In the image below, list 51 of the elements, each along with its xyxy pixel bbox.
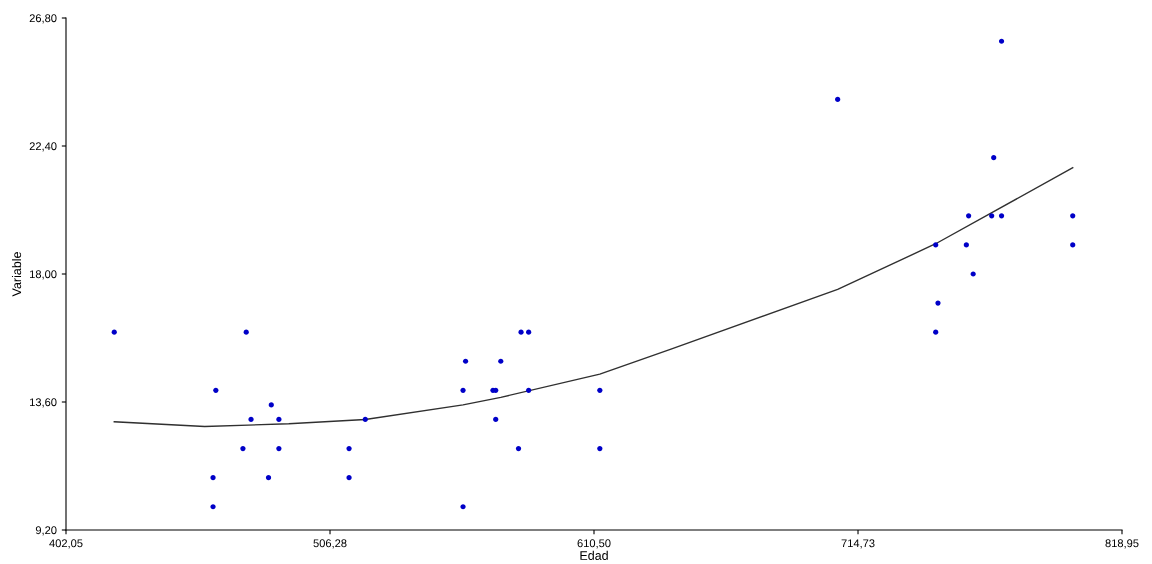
point — [933, 329, 939, 335]
y-tick-label: 13,60 — [30, 398, 57, 408]
point — [970, 271, 976, 277]
point — [515, 445, 522, 452]
line-series — [113, 167, 1074, 428]
point — [248, 416, 254, 423]
point — [1070, 213, 1076, 219]
point — [526, 329, 532, 335]
point — [493, 416, 499, 423]
point — [597, 445, 603, 452]
point — [989, 213, 995, 219]
x-tick-label: 610,50 — [577, 539, 611, 549]
point — [597, 387, 603, 393]
point — [243, 329, 249, 335]
point — [518, 329, 524, 335]
point — [1070, 242, 1076, 248]
point — [276, 445, 282, 452]
x-axis-title: Edad — [580, 550, 608, 560]
x-tick-label: 506,28 — [313, 539, 347, 549]
y-tick-label: 9,20 — [35, 526, 57, 536]
point — [210, 504, 216, 510]
point — [526, 387, 532, 393]
point — [460, 387, 466, 393]
x-tick-label: 714,73 — [841, 539, 875, 549]
point — [998, 38, 1005, 44]
point — [362, 416, 368, 423]
point — [966, 213, 972, 219]
point — [346, 475, 352, 481]
point — [111, 329, 117, 335]
point — [498, 358, 504, 364]
x-tick-label: 818,95 — [1105, 539, 1139, 549]
point — [835, 96, 841, 103]
y-tick-label: 26,80 — [29, 14, 57, 24]
x-tick-label: 402,05 — [49, 539, 83, 549]
point — [276, 416, 282, 423]
point — [963, 242, 969, 248]
y-axis-title: Variable — [11, 252, 22, 297]
point — [240, 445, 246, 452]
point — [991, 155, 997, 161]
point — [213, 387, 219, 393]
point — [268, 402, 274, 408]
point — [998, 213, 1005, 219]
point — [346, 445, 352, 452]
y-tick-label: 22,40 — [29, 142, 57, 152]
y-tick-label: 18,00 — [30, 270, 57, 280]
point — [933, 242, 939, 248]
point — [460, 504, 466, 510]
point — [935, 300, 941, 306]
point — [462, 358, 469, 364]
point — [265, 475, 272, 481]
point — [210, 475, 216, 481]
